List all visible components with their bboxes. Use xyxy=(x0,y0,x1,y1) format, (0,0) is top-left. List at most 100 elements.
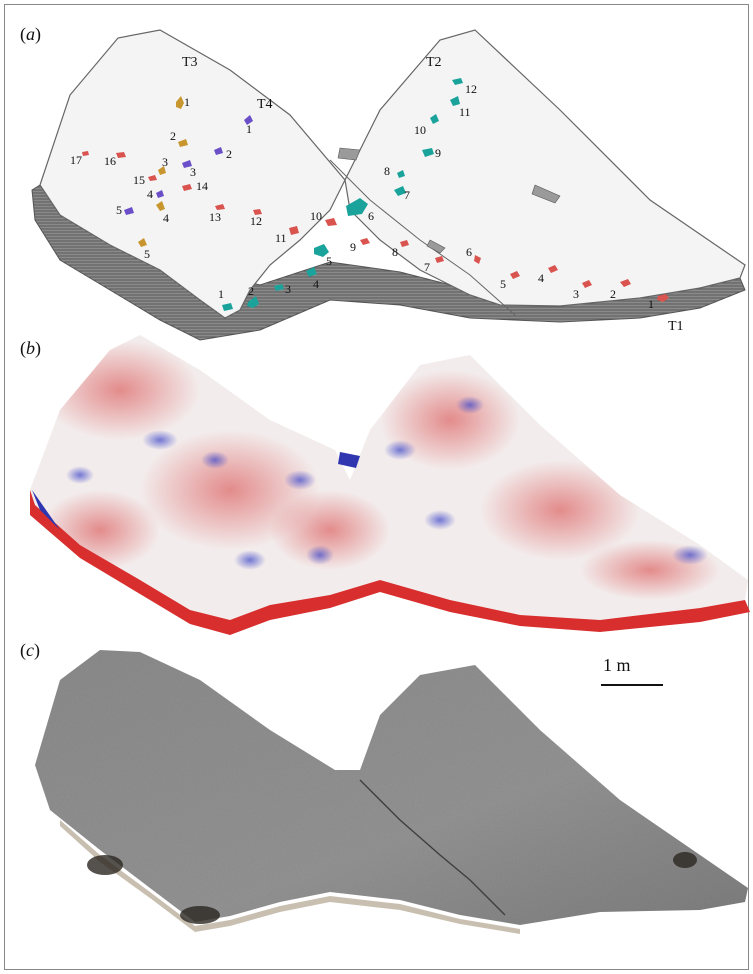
footprint xyxy=(397,170,405,178)
footprint xyxy=(394,186,406,196)
print-label-t1: 10 xyxy=(310,209,322,223)
print-label-t1: 6 xyxy=(466,245,472,259)
depth-dark-edge xyxy=(338,452,360,468)
print-label-t2: 10 xyxy=(414,123,426,137)
trackway-label-t4: T4 xyxy=(257,97,273,112)
trackway-t3-prints xyxy=(138,96,188,247)
print-label-t1: 7 xyxy=(424,260,430,274)
depth-raised-rim xyxy=(30,490,750,635)
footprint xyxy=(510,271,520,279)
footprint xyxy=(244,115,253,125)
print-label-t2: 5 xyxy=(326,254,332,268)
footprint xyxy=(158,166,166,175)
print-label-t4: 3 xyxy=(190,165,196,179)
depth-texture xyxy=(40,340,720,600)
footprint xyxy=(360,238,370,245)
panel-c-label: (c) xyxy=(20,640,40,660)
footprint xyxy=(214,147,223,155)
crack-line xyxy=(329,159,516,316)
photo-dark-patch xyxy=(87,855,123,875)
print-label-t2: 1 xyxy=(218,287,224,301)
footprint xyxy=(182,160,192,168)
scale-bar-label: 1 m xyxy=(603,655,631,675)
footprint xyxy=(400,240,409,247)
print-label-t2: 7 xyxy=(404,188,410,202)
panel-a-label: (a) xyxy=(20,24,41,44)
figure-frame xyxy=(4,4,749,970)
edge-fragment xyxy=(426,239,446,254)
print-label-t2: 4 xyxy=(313,277,319,291)
footprint xyxy=(430,114,439,124)
print-label-t4: 4 xyxy=(147,187,153,201)
footprint xyxy=(182,184,192,191)
panel-c-photogrammetry: (c) 1 m xyxy=(0,640,753,970)
photo-dark-patch xyxy=(180,906,220,924)
print-label-t4: 5 xyxy=(116,203,122,217)
print-label-t1: 12 xyxy=(250,214,262,228)
footprint xyxy=(124,207,134,215)
footprint xyxy=(148,175,157,181)
trackway-t4-prints xyxy=(124,115,253,215)
print-label-t2: 6 xyxy=(368,209,374,223)
edge-fragment xyxy=(337,147,361,161)
footprint xyxy=(156,201,165,211)
depth-map-svg xyxy=(30,335,750,635)
footprint xyxy=(178,139,188,147)
footprint xyxy=(253,209,262,215)
print-label-t3: 3 xyxy=(162,155,168,169)
footprint xyxy=(620,279,631,287)
photo-crack xyxy=(359,779,506,916)
print-label-t1: 2 xyxy=(610,287,616,301)
footprint xyxy=(138,238,147,247)
edge-fragment xyxy=(531,184,561,204)
print-label-t2: 9 xyxy=(435,146,441,160)
footprint xyxy=(274,284,284,291)
track-map-svg: T3 T2 T4 T1 xyxy=(31,29,746,341)
print-label-t4: 1 xyxy=(246,122,252,136)
print-label-t1: 8 xyxy=(392,245,398,259)
scale-bar xyxy=(601,684,663,686)
print-label-t1: 14 xyxy=(196,179,208,193)
footprint xyxy=(215,204,225,210)
print-label-t2: 2 xyxy=(248,284,254,298)
footprint xyxy=(452,78,463,85)
trackway-label-t2: T2 xyxy=(426,55,442,70)
print-label-t1: 1 xyxy=(648,297,654,311)
footprint xyxy=(156,190,164,198)
print-label-t1: 15 xyxy=(133,173,145,187)
footprint xyxy=(450,96,460,106)
print-label-t1: 13 xyxy=(209,210,221,224)
print-label-t1: 4 xyxy=(538,271,544,285)
print-label-t1: 11 xyxy=(275,231,287,245)
print-label-t1: 3 xyxy=(573,287,579,301)
panel-b-label: (b) xyxy=(20,338,41,358)
footprint xyxy=(474,255,481,264)
footprint xyxy=(422,148,434,157)
footprint xyxy=(82,151,89,156)
footprint xyxy=(657,294,669,302)
print-label-t1: 9 xyxy=(350,240,356,254)
trackway-t2-prints xyxy=(222,78,463,311)
slab-left-outline xyxy=(39,29,346,319)
footprint xyxy=(582,280,592,288)
print-label-t2: 12 xyxy=(465,82,477,96)
print-label-t4: 2 xyxy=(226,147,232,161)
print-labels: 1 2 3 4 5 6 7 8 9 10 11 12 13 14 15 16 1… xyxy=(70,82,654,311)
footprint xyxy=(346,198,368,216)
print-label-t1: 16 xyxy=(104,154,116,168)
photo-dark-patch xyxy=(673,852,697,868)
print-label-t3: 4 xyxy=(163,211,169,225)
print-label-t1: 17 xyxy=(70,153,82,167)
photo-render-svg xyxy=(35,650,748,934)
footprint xyxy=(306,267,317,277)
footprint xyxy=(176,96,184,109)
footprint xyxy=(325,218,337,226)
print-label-t3: 2 xyxy=(170,129,176,143)
footprint xyxy=(289,226,299,235)
print-label-t3: 5 xyxy=(144,247,150,261)
trackway-label-t3: T3 xyxy=(182,55,198,70)
footprint xyxy=(435,256,444,263)
footprint xyxy=(247,296,259,308)
print-label-t2: 11 xyxy=(459,105,471,119)
print-label-t2: 3 xyxy=(285,282,291,296)
